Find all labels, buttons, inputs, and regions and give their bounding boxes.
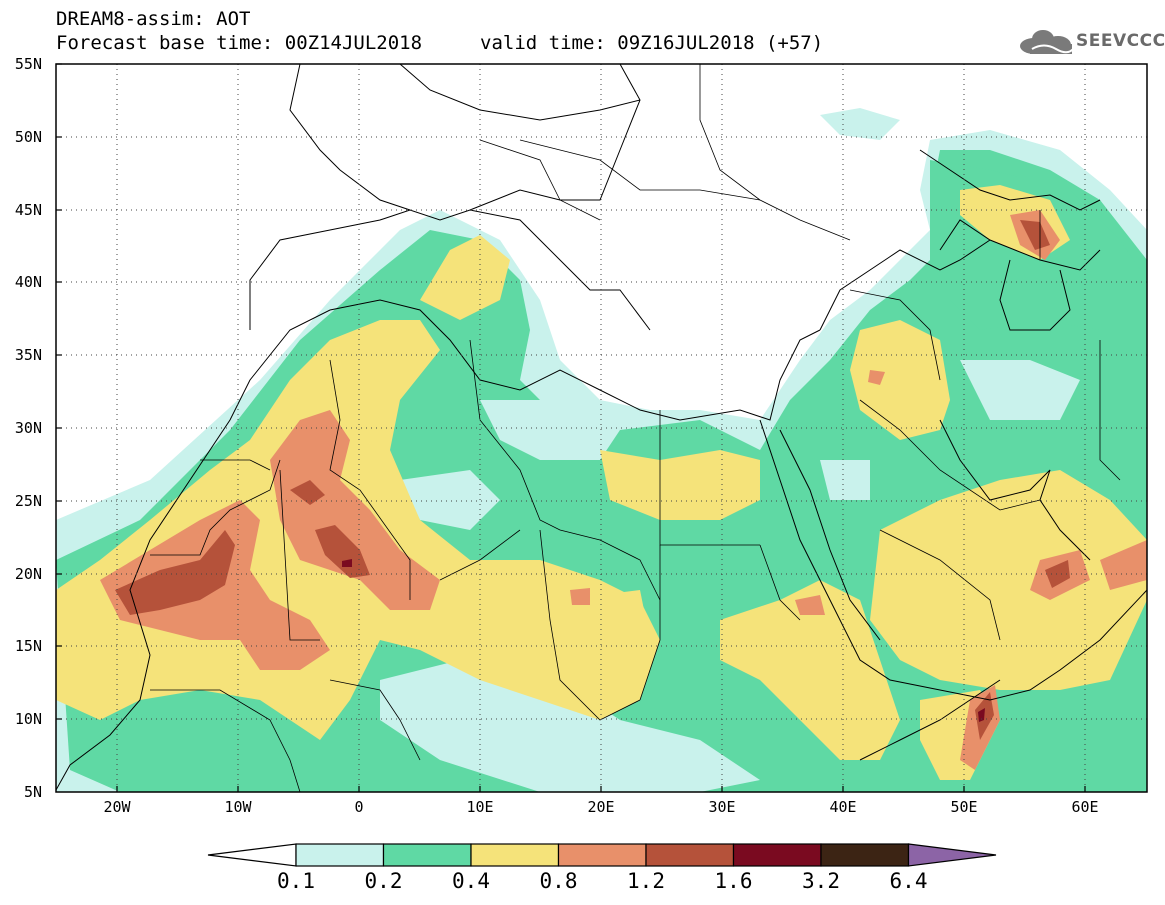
lat-label: 40N [14, 273, 42, 291]
aot-level-1.2 [315, 525, 370, 578]
graticule [56, 64, 1147, 792]
coastlines [56, 64, 1147, 791]
aot-level-0.1 [820, 108, 900, 140]
aot-level-0.8 [570, 588, 590, 605]
colorbar-label: 1.2 [627, 869, 665, 893]
lon-label: 30E [708, 798, 736, 816]
lon-label: 10E [466, 798, 494, 816]
lon-label: 50E [950, 798, 978, 816]
aot-level-0.4 [870, 470, 1147, 690]
aot-level-0.8 [795, 595, 825, 615]
lat-label: 25N [14, 492, 42, 510]
lat-label: 30N [14, 419, 42, 437]
lat-label: 15N [14, 637, 42, 655]
colorbar-label: 6.4 [889, 869, 928, 893]
lat-label: 55N [14, 55, 42, 73]
lon-label: 0 [354, 798, 364, 816]
colorbar-under-arrow [207, 843, 297, 867]
colorbar-bin [295, 843, 385, 867]
aot-level-1.2 [975, 692, 994, 740]
seevccc-logo [1020, 30, 1075, 54]
aot-level-0.8 [1100, 540, 1147, 590]
lon-label: 20W [103, 798, 131, 816]
aot-level-1.6 [342, 559, 352, 567]
lat-label: 35N [14, 346, 42, 364]
aot-field [56, 108, 1147, 792]
lon-label: 40E [829, 798, 857, 816]
cloud-icon [1020, 30, 1075, 54]
aot-level-1.2 [115, 530, 235, 615]
aot-level-1.2 [1020, 220, 1050, 250]
aot-level-0.8 [868, 370, 885, 385]
colorbar-label: 1.6 [714, 869, 753, 893]
lat-label: 50N [14, 128, 42, 146]
aot-level-1.2 [1045, 560, 1070, 588]
colorbar-bin [470, 843, 560, 867]
aot-level-0.4 [420, 235, 510, 320]
aot-level-0.4 [850, 320, 950, 440]
forecast-base-time: Forecast base time: 00Z14JUL2018 [56, 32, 423, 54]
lat-label: 5N [23, 783, 42, 801]
colorbar-bin [645, 843, 735, 867]
logo-text: SEEVCCC [1076, 31, 1165, 51]
colorbar-bin [732, 843, 822, 867]
aot-level-0.4 [600, 450, 760, 520]
colorbar-over-arrow [907, 843, 997, 867]
lat-label: 45N [14, 201, 42, 219]
colorbar-label: 0.2 [364, 869, 403, 893]
colorbar [207, 843, 997, 867]
aot-level-1.6 [978, 708, 985, 722]
colorbar-label: 0.1 [277, 869, 315, 893]
lat-label: 10N [14, 710, 42, 728]
valid-time: valid time: 09Z16JUL2018 (+57) [480, 32, 824, 54]
colorbar-label: 0.4 [452, 869, 490, 893]
lon-label: 20E [587, 798, 615, 816]
colorbar-label: 3.2 [802, 869, 840, 893]
aot-level-0.8 [270, 410, 440, 610]
lon-label: 60E [1071, 798, 1099, 816]
colorbar-bin [820, 843, 910, 867]
aot-level-0.4 [720, 580, 900, 760]
lon-label: 10W [224, 798, 252, 816]
axis-ticks [56, 63, 1086, 792]
lat-label: 20N [14, 565, 42, 583]
aot-level-1.2 [290, 480, 325, 505]
map-title: DREAM8-assim: AOT [56, 8, 251, 30]
colorbar-label: 0.8 [539, 869, 578, 893]
colorbar-bin [382, 843, 472, 867]
colorbar-bin [557, 843, 647, 867]
